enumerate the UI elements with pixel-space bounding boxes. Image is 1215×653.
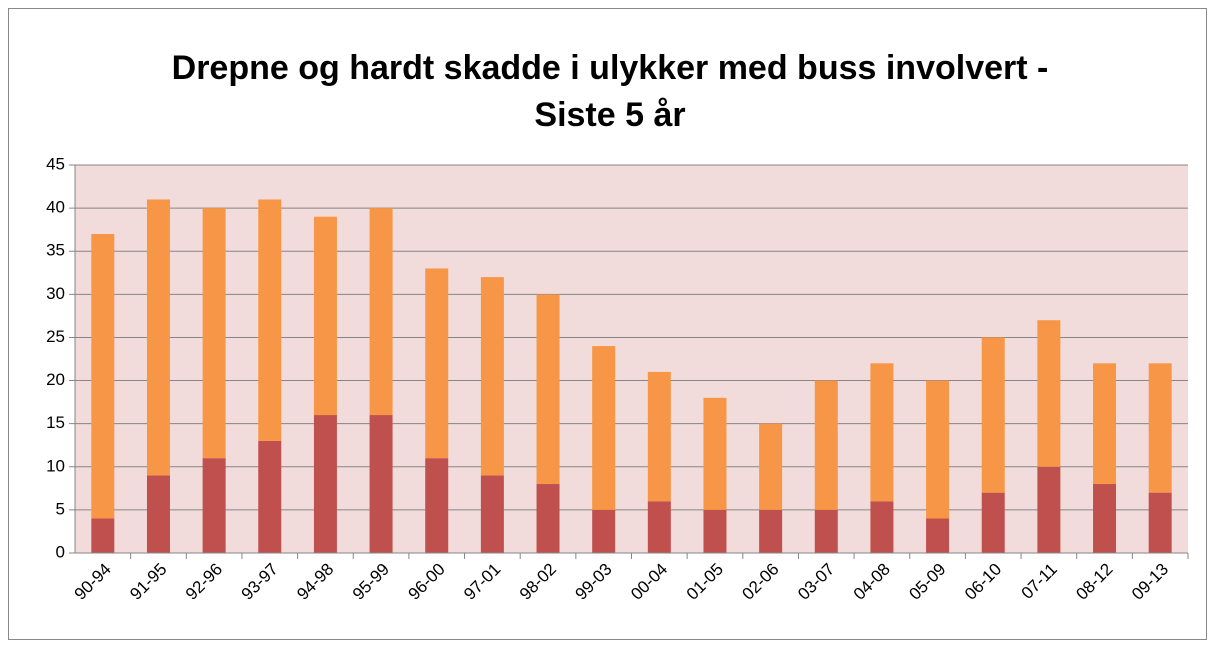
plot-area <box>75 165 1188 553</box>
bar-segment <box>814 509 838 553</box>
bar-segment <box>870 501 894 553</box>
y-tick-label: 5 <box>56 499 65 518</box>
bar-segment <box>202 458 226 553</box>
bar-segment <box>926 518 950 553</box>
bar-segment <box>369 208 393 416</box>
bar-segment <box>1148 363 1172 493</box>
bar-segment <box>425 458 449 553</box>
bar-segment <box>313 415 337 553</box>
y-tick-label: 45 <box>46 154 65 173</box>
bar-segment <box>1148 492 1172 553</box>
bar-segment <box>313 216 337 416</box>
bar-segment <box>926 380 950 519</box>
bar-segment <box>202 208 226 459</box>
bar-segment <box>369 415 393 553</box>
bar-segment <box>146 199 170 476</box>
bar-segment <box>258 440 282 553</box>
y-tick-label: 35 <box>46 241 65 260</box>
bar-segment <box>480 475 504 553</box>
bar-segment <box>1037 466 1061 553</box>
bar-segment <box>759 509 783 553</box>
y-tick-label: 25 <box>46 327 65 346</box>
bar-segment <box>592 346 616 510</box>
bar-segment <box>981 492 1005 553</box>
bar-segment <box>647 371 671 502</box>
bar-segment <box>647 501 671 553</box>
bar-segment <box>91 518 115 553</box>
bar-segment <box>536 294 560 485</box>
bar-segment <box>981 337 1005 493</box>
y-tick-label: 0 <box>56 542 65 561</box>
bar-segment <box>592 509 616 553</box>
bar-segment <box>814 380 838 510</box>
bar-segment <box>536 484 560 553</box>
bar-segment <box>146 475 170 553</box>
bar-segment <box>91 233 115 519</box>
bar-segment <box>703 509 727 553</box>
y-tick-label: 30 <box>46 284 65 303</box>
bar-segment <box>759 423 783 510</box>
bar-segment <box>1037 320 1061 467</box>
chart-title: Siste 5 år <box>534 96 685 134</box>
y-tick-label: 15 <box>46 413 65 432</box>
chart-title: Drepne og hardt skadde i ulykker med bus… <box>172 49 1049 87</box>
bar-segment <box>703 397 727 510</box>
y-tick-label: 10 <box>46 456 65 475</box>
bar-segment <box>870 363 894 502</box>
bar-segment <box>1093 363 1117 485</box>
bar-segment <box>258 199 282 441</box>
bar-segment <box>480 277 504 476</box>
y-tick-label: 40 <box>46 198 65 217</box>
bar-segment <box>1093 484 1117 553</box>
y-tick-label: 20 <box>46 370 65 389</box>
bar-segment <box>425 268 449 459</box>
